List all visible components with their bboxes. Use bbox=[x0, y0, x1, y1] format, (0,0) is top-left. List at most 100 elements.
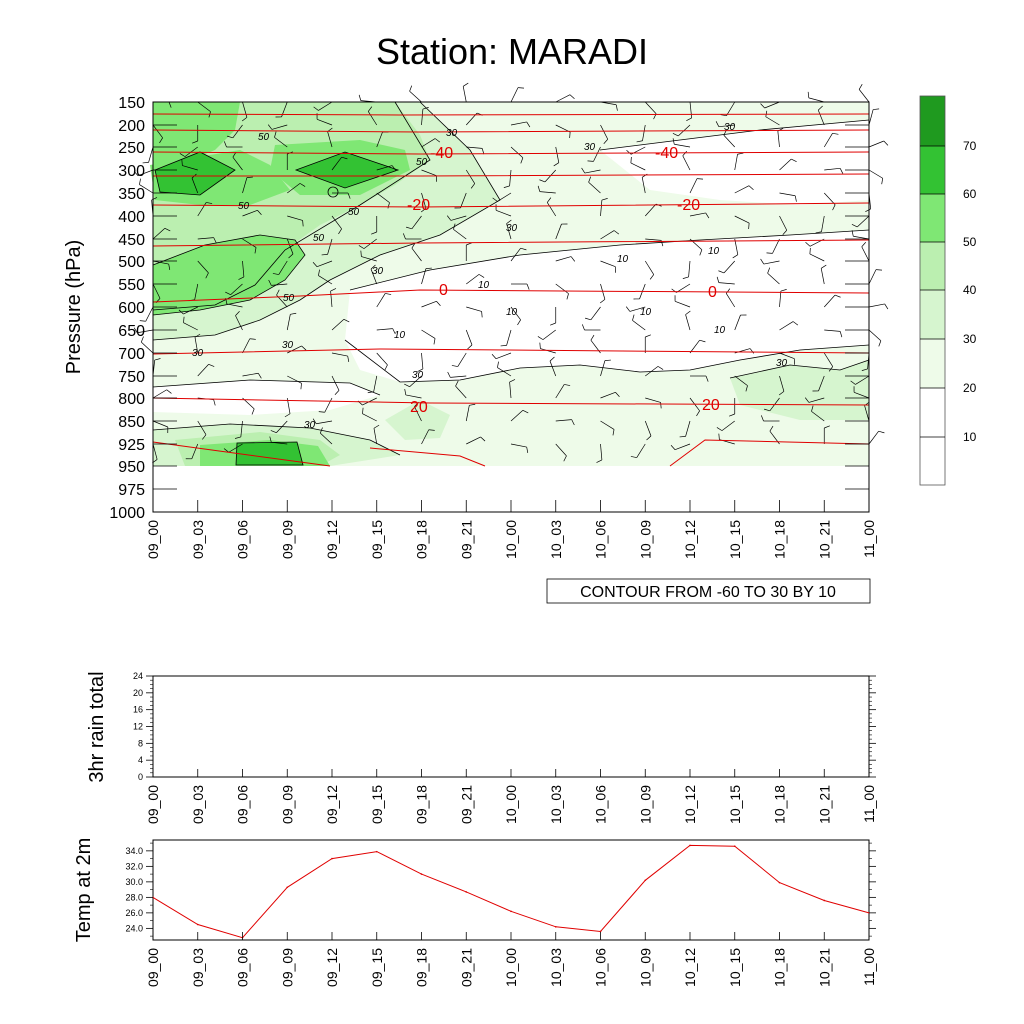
wind-barb bbox=[331, 215, 342, 229]
wind-barb bbox=[555, 283, 569, 294]
x-tick-label: 10_06 bbox=[593, 520, 609, 559]
wind-barb bbox=[644, 420, 652, 437]
wind-barb-flag bbox=[804, 397, 810, 403]
wind-barb bbox=[466, 306, 482, 312]
wind-barb-flag bbox=[409, 85, 413, 92]
wind-barb bbox=[324, 397, 333, 413]
wind-barb-flag bbox=[570, 256, 576, 262]
temp-point bbox=[554, 926, 557, 928]
wind-barb-flag bbox=[615, 392, 620, 397]
wind-barb bbox=[286, 238, 294, 255]
wind-barb-flag bbox=[470, 183, 476, 189]
wind-barb bbox=[278, 260, 288, 275]
wind-barb bbox=[182, 165, 198, 171]
wind-barb bbox=[644, 260, 655, 275]
wind-barb bbox=[734, 185, 750, 194]
x-tick-label: 09_12 bbox=[324, 520, 340, 559]
wind-barb bbox=[152, 389, 167, 399]
wind-contour-label: 30 bbox=[304, 420, 316, 431]
wind-barb-flag bbox=[404, 383, 410, 388]
wind-barb bbox=[630, 162, 646, 171]
wind-barb-flag bbox=[716, 276, 720, 283]
wind-contour-label: 30 bbox=[282, 340, 294, 351]
wind-barb-flag bbox=[749, 348, 755, 354]
wind-barb-flag bbox=[861, 242, 866, 247]
wind-barb-flag bbox=[159, 137, 163, 144]
wind-barb bbox=[808, 97, 825, 103]
wind-barb-flag bbox=[546, 197, 552, 203]
wind-barb-flag bbox=[878, 430, 885, 434]
rain-y-tick-label: 4 bbox=[138, 755, 143, 765]
wind-barb-flag bbox=[878, 340, 882, 347]
wind-barb-flag bbox=[851, 223, 858, 228]
wind-barb bbox=[868, 109, 874, 126]
wind-contour-label: 10 bbox=[714, 325, 726, 336]
wind-barb bbox=[271, 441, 288, 445]
wind-contour-line bbox=[235, 441, 304, 466]
main-y-tick-label: 850 bbox=[118, 414, 145, 431]
colorbar-label: 20 bbox=[963, 381, 977, 395]
wind-barb bbox=[414, 406, 422, 422]
wind-barb-flag bbox=[417, 368, 424, 372]
main-y-tick-label: 550 bbox=[118, 277, 145, 294]
wind-barb bbox=[457, 352, 467, 367]
colorbar-label: 30 bbox=[963, 332, 977, 346]
main-y-tick-label: 1000 bbox=[109, 505, 145, 522]
wind-barb-flag bbox=[312, 262, 318, 267]
rain-y-ticks: 0 4 8 12 16 20 24 bbox=[133, 671, 876, 782]
wind-barb bbox=[555, 419, 572, 422]
wind-barb-flag bbox=[208, 363, 215, 367]
wind-barb bbox=[734, 154, 738, 171]
wind-barb-flag bbox=[347, 192, 351, 199]
temp-contour-label: -20 bbox=[407, 197, 430, 214]
colorbar-swatch-40 bbox=[920, 242, 945, 290]
wind-barb-flag bbox=[371, 231, 377, 235]
wind-barb-flag bbox=[133, 171, 139, 176]
wind-barb-flag bbox=[284, 413, 291, 418]
main-y-tick-label: 400 bbox=[118, 209, 145, 226]
wind-barb bbox=[542, 329, 556, 340]
wind-barb bbox=[370, 268, 378, 285]
wind-barb-flag bbox=[581, 167, 586, 174]
x-tick-label: 09_18 bbox=[414, 948, 430, 987]
wind-barb-flag bbox=[166, 389, 172, 394]
wind-barb-flag bbox=[632, 314, 635, 321]
x-tick-label: 09_21 bbox=[458, 785, 474, 824]
wind-contour-label: 50 bbox=[238, 201, 250, 212]
wind-barb bbox=[232, 157, 243, 171]
wind-barb bbox=[411, 215, 422, 229]
wind-contour-label: 30 bbox=[372, 266, 384, 277]
wind-barb bbox=[137, 329, 154, 334]
wind-barb bbox=[183, 322, 198, 331]
wind-barb bbox=[674, 300, 691, 308]
wind-barb-flag bbox=[404, 388, 407, 396]
x-tick-label: 09_06 bbox=[235, 520, 251, 559]
wind-barb bbox=[600, 443, 603, 460]
colorbar: 70 60 50 40 30 20 10 bbox=[919, 95, 977, 486]
wind-contour-line bbox=[599, 119, 870, 151]
wind-barb bbox=[242, 177, 248, 194]
wind-barb bbox=[779, 375, 785, 392]
wind-barb bbox=[466, 274, 480, 285]
wind-barb bbox=[868, 329, 882, 341]
temp-y-tick-label: 26.0 bbox=[125, 908, 143, 918]
wind-barb-flag bbox=[334, 390, 340, 396]
wind-barb-flag bbox=[725, 288, 731, 294]
temp-point bbox=[599, 930, 602, 933]
wind-barb-flag bbox=[821, 264, 827, 269]
wind-barb-flag bbox=[428, 429, 435, 431]
wind-barb-flag bbox=[168, 263, 171, 271]
wind-barb-flag bbox=[290, 312, 297, 315]
wind-barb-flag bbox=[764, 408, 770, 412]
wind-barb bbox=[600, 124, 609, 140]
wind-contour-line bbox=[349, 229, 870, 291]
wind-barb bbox=[141, 341, 154, 354]
wind-barb bbox=[821, 215, 825, 232]
wind-barb bbox=[674, 143, 691, 148]
wind-barb bbox=[495, 352, 512, 360]
colorbar-label: 10 bbox=[963, 430, 977, 444]
wind-barb-flag bbox=[522, 409, 529, 414]
wind-barb bbox=[287, 345, 302, 354]
wind-barb-flag bbox=[500, 345, 507, 347]
wind-barb-flag bbox=[564, 384, 571, 386]
